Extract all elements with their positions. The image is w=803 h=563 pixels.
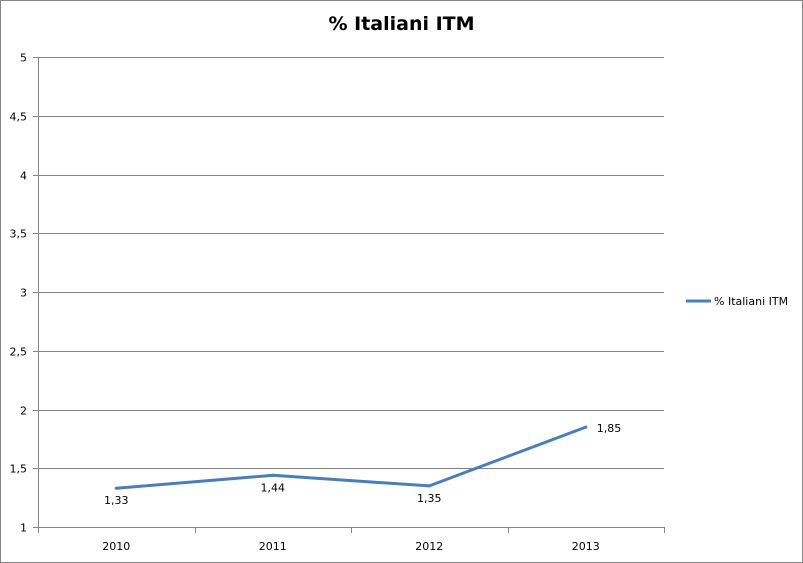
data-point: [427, 484, 431, 488]
x-tick-label: 2010: [102, 540, 130, 553]
y-tick-label: 1,5: [10, 463, 28, 476]
x-tick-label: 2011: [259, 540, 287, 553]
data-label: 1,33: [104, 494, 129, 507]
legend-label: % Italiani ITM: [714, 295, 788, 308]
data-label: 1,85: [597, 422, 622, 435]
y-tick-label: 2,5: [10, 346, 28, 359]
axes: 1 1,5 2 2,5 3 3,5 4 4,5 5 2010 2011 2012 2013: [10, 52, 665, 553]
data-point: [271, 473, 275, 477]
series-line: [114, 425, 588, 490]
y-tick-label: 4,5: [10, 111, 28, 124]
x-tick-label: 2012: [415, 540, 443, 553]
y-tick-label: 3: [20, 287, 27, 300]
data-label: 1,35: [417, 492, 442, 505]
y-tick-label: 5: [20, 52, 27, 65]
data-labels: 1,33 1,44 1,35 1,85: [104, 422, 621, 507]
y-tick-label: 2: [20, 405, 27, 418]
y-tick-label: 3,5: [10, 228, 28, 241]
y-tick-label: 1: [20, 522, 27, 535]
x-tick-label: 2013: [572, 540, 600, 553]
data-point: [114, 486, 118, 490]
data-point: [584, 425, 588, 429]
chart-title: % Italiani ITM: [328, 13, 475, 35]
series: [114, 425, 588, 490]
y-tick-label: 4: [20, 170, 27, 183]
data-label: 1,44: [261, 481, 286, 494]
gridlines: [38, 57, 664, 469]
legend: % Italiani ITM: [686, 295, 788, 308]
